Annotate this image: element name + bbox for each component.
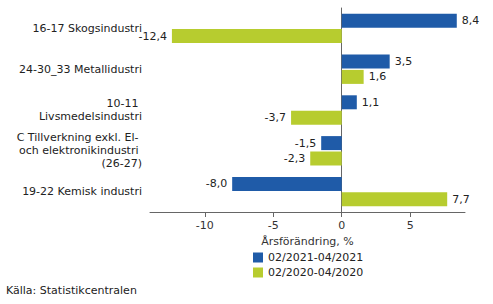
svg-text:8,4: 8,4 — [462, 14, 480, 27]
svg-text:02/2021-04/2021: 02/2021-04/2021 — [268, 251, 363, 264]
svg-text:Källa: Statistikcentralen: Källa: Statistikcentralen — [6, 284, 137, 297]
svg-text:16-17 Skogsindustri: 16-17 Skogsindustri — [33, 22, 142, 35]
svg-text:02/2020-04/2020: 02/2020-04/2020 — [268, 266, 363, 279]
svg-text:-8,0: -8,0 — [206, 177, 227, 190]
svg-text:-3,7: -3,7 — [265, 111, 286, 124]
svg-text:5: 5 — [407, 219, 414, 232]
svg-text:1,1: 1,1 — [362, 96, 380, 109]
svg-text:10-11: 10-11 — [107, 97, 142, 110]
svg-text:-5: -5 — [268, 219, 279, 232]
svg-text:och elektronikindustri: och elektronikindustri — [19, 144, 142, 157]
svg-text:(26-27): (26-27) — [101, 157, 142, 170]
svg-text:-2,3: -2,3 — [284, 152, 305, 165]
svg-text:-1,5: -1,5 — [295, 137, 316, 150]
svg-text:C Tillverkning exkl. El-: C Tillverkning exkl. El- — [17, 131, 142, 144]
svg-text:7,7: 7,7 — [452, 193, 470, 206]
svg-text:Årsförändring, %: Årsförändring, % — [261, 235, 354, 248]
svg-text:Livsmedelsindustri: Livsmedelsindustri — [39, 110, 142, 123]
svg-text:-10: -10 — [196, 219, 214, 232]
svg-text:1,6: 1,6 — [369, 70, 387, 83]
svg-text:0: 0 — [338, 219, 345, 232]
svg-text:24-30_33 Metallidustri: 24-30_33 Metallidustri — [19, 63, 142, 76]
svg-text:3,5: 3,5 — [395, 55, 413, 68]
svg-text:-12,4: -12,4 — [138, 30, 166, 43]
svg-text:19-22 Kemisk industri: 19-22 Kemisk industri — [22, 185, 142, 198]
